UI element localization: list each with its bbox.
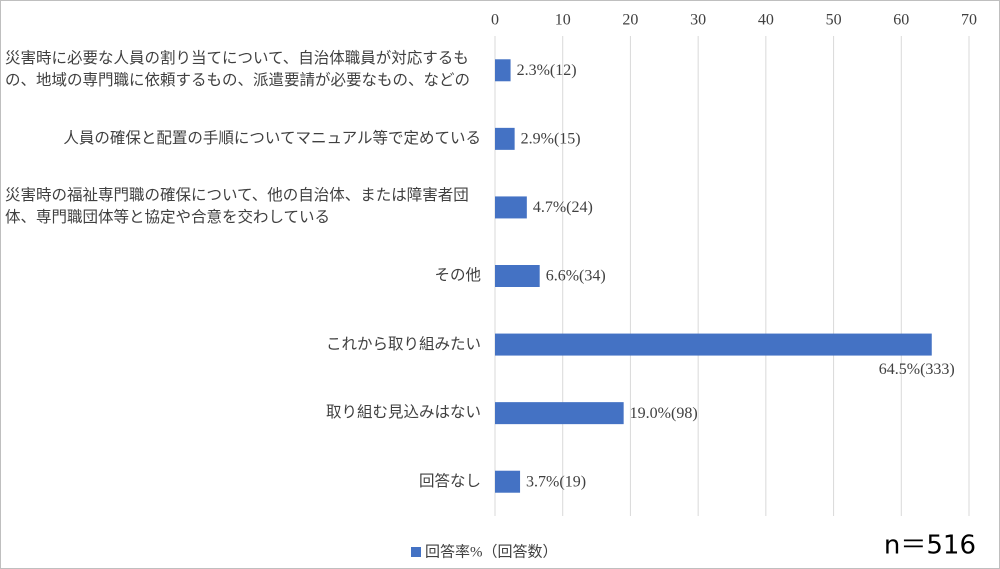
- x-tick-label: 40: [758, 12, 774, 29]
- annotation: n＝516: [884, 531, 976, 561]
- y-tick-label-box: 災害時の福祉専門職の確保について、他の自治体、または障害者団体、専門職団体等と協…: [5, 185, 481, 229]
- y-tick-label: 災害時の福祉専門職の確保について、他の自治体、または障害者団体、専門職団体等と協…: [5, 187, 469, 227]
- value-label: 3.7%(19): [526, 473, 586, 490]
- y-tick-label: 人員の確保と配置の手順についてマニュアル等で定めている: [63, 129, 481, 147]
- bar: [495, 196, 527, 219]
- x-tick-label: 60: [893, 12, 909, 29]
- value-label: 64.5%(333): [879, 361, 955, 378]
- value-label: 19.0%(98): [630, 405, 698, 422]
- bar: [495, 265, 540, 287]
- y-tick-label-box: その他: [5, 265, 481, 287]
- value-label: 2.3%(12): [517, 62, 577, 79]
- bar: [495, 333, 932, 356]
- y-tick-label: これから取り組みたい: [325, 335, 481, 353]
- y-tick-label-box: 災害時に必要な人員の割り当てについて、自治体職員が対応するもの、地域の専門職に依…: [5, 48, 481, 92]
- y-tick-label-box: 回答なし: [5, 471, 481, 493]
- bar: [495, 59, 511, 82]
- y-tick-label: その他: [434, 267, 481, 284]
- y-tick-label: 回答なし: [418, 472, 481, 490]
- y-tick-label-box: 取り組む見込みはない: [5, 402, 481, 424]
- y-tick-label-box: これから取り組みたい: [5, 334, 481, 356]
- bar: [495, 127, 515, 150]
- x-tick-label: 10: [555, 12, 571, 29]
- x-tick-label: 50: [826, 12, 842, 29]
- bar: [495, 402, 624, 425]
- x-tick-label: 70: [961, 12, 977, 29]
- x-tick-label: 20: [622, 12, 638, 29]
- value-label: 6.6%(34): [546, 268, 606, 285]
- x-tick-label: 0: [491, 12, 499, 29]
- y-tick-label: 取り組む見込みはない: [325, 404, 481, 422]
- y-tick-label: 災害時に必要な人員の割り当てについて、自治体職員が対応するもの、地域の専門職に依…: [5, 50, 471, 90]
- legend-label: 回答率%（回答数）: [425, 543, 558, 560]
- value-label: 4.7%(24): [533, 199, 593, 216]
- legend-swatch: [411, 547, 421, 557]
- value-label: 2.9%(15): [521, 131, 581, 148]
- x-tick-label: 30: [690, 12, 706, 29]
- y-tick-label-box: 人員の確保と配置の手順についてマニュアル等で定めている: [5, 128, 481, 150]
- bar: [495, 470, 521, 493]
